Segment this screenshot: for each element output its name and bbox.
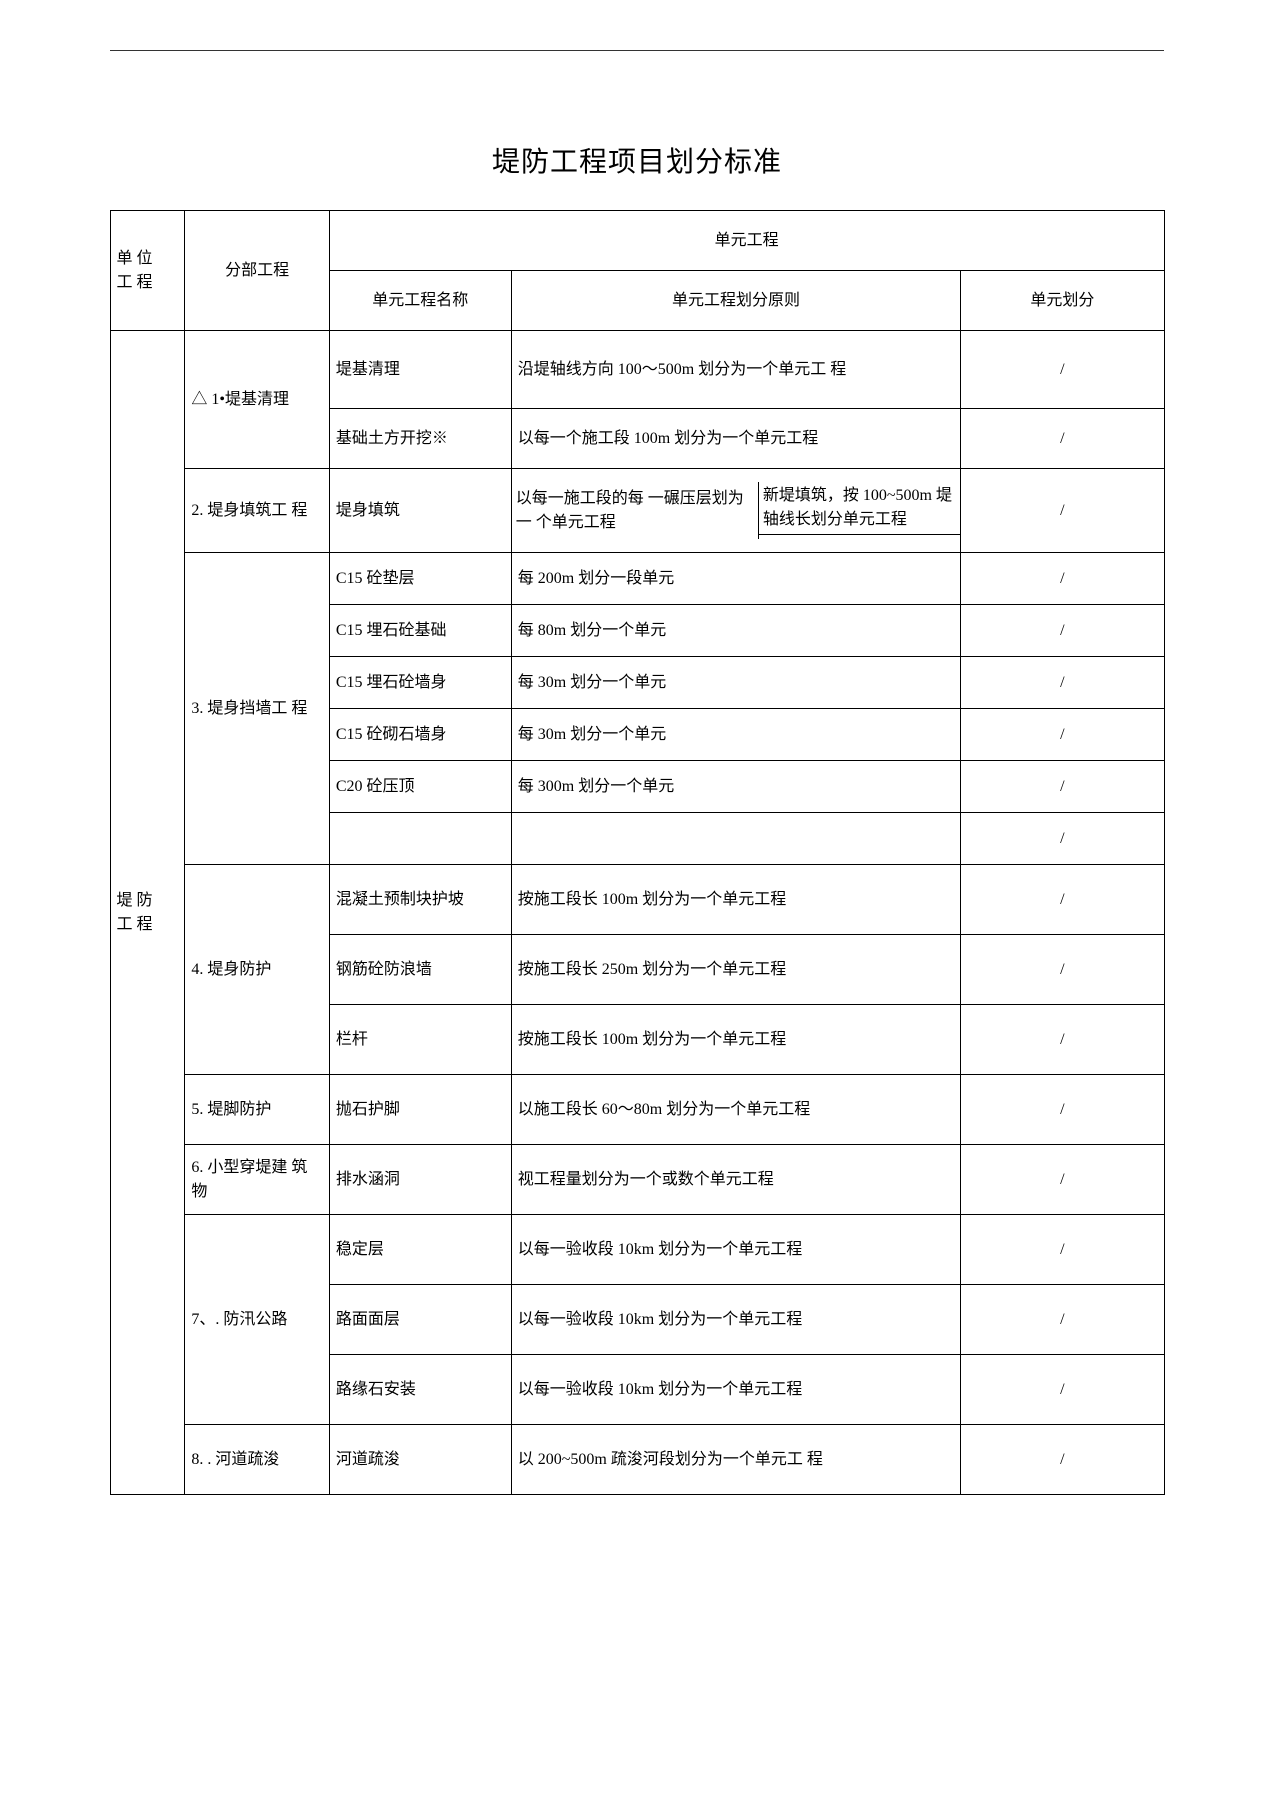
unit-name-cell: 钢筋砼防浪墙: [329, 935, 511, 1005]
unit-rule-cell: 每 80m 划分一个单元: [511, 605, 960, 657]
unit-div-cell: /: [961, 1215, 1164, 1285]
unit-rule-cell: 以每一验收段 10km 划分为一个单元工程: [511, 1355, 960, 1425]
unit-rule-cell: 按施工段长 100m 划分为一个单元工程: [511, 865, 960, 935]
unit-project-cell: 堤 防工 程: [110, 331, 185, 1495]
unit-div-cell: /: [961, 813, 1164, 865]
col-header-unit-eng-name: 单元工程名称: [329, 271, 511, 331]
unit-rule-cell: 以 200~500m 疏浚河段划分为一个单元工 程: [511, 1425, 960, 1495]
table-row: 2. 堤身填筑工 程 堤身填筑 以每一施工段的每 一碾压层划为一 个单元工程 新…: [110, 469, 1164, 553]
table-row: 6. 小型穿堤建 筑物 排水涵洞 视工程量划分为一个或数个单元工程 /: [110, 1145, 1164, 1215]
col-header-unit-project-text: 单 位工 程: [117, 250, 153, 291]
unit-name-cell: 河道疏浚: [329, 1425, 511, 1495]
col-header-sub-project: 分部工程: [185, 211, 329, 331]
unit-name-cell: 路面面层: [329, 1285, 511, 1355]
page-title: 堤防工程项目划分标准: [0, 140, 1274, 180]
unit-name-cell: 抛石护脚: [329, 1075, 511, 1145]
unit-div-cell: /: [961, 469, 1164, 553]
col-header-unit-eng-group: 单元工程: [329, 211, 1164, 271]
table-header-row-1: 单 位工 程 分部工程 单元工程: [110, 211, 1164, 271]
unit-rule-cell: 按施工段长 250m 划分为一个单元工程: [511, 935, 960, 1005]
unit-name-cell: 路缘石安装: [329, 1355, 511, 1425]
col-header-unit-division: 单元划分: [961, 271, 1164, 331]
unit-div-cell: /: [961, 709, 1164, 761]
sub-project-cell: 4. 堤身防护: [185, 865, 329, 1075]
unit-rule-cell: 以每一个施工段 100m 划分为一个单元工程: [511, 409, 960, 469]
unit-rule-cell: 以每一验收段 10km 划分为一个单元工程: [511, 1215, 960, 1285]
table-row: 4. 堤身防护 混凝土预制块护坡 按施工段长 100m 划分为一个单元工程 /: [110, 865, 1164, 935]
sub-project-cell: △ 1•堤基清理: [185, 331, 329, 469]
unit-rule-cell: 每 200m 划分一段单元: [511, 553, 960, 605]
unit-name-cell: C15 埋石砼基础: [329, 605, 511, 657]
unit-name-cell: C20 砼压顶: [329, 761, 511, 813]
unit-rule-cell: 按施工段长 100m 划分为一个单元工程: [511, 1005, 960, 1075]
unit-rule-cell: 每 30m 划分一个单元: [511, 657, 960, 709]
unit-name-cell: 堤基清理: [329, 331, 511, 409]
unit-div-cell: /: [961, 1005, 1164, 1075]
unit-div-cell: /: [961, 1145, 1164, 1215]
unit-name-cell: C15 砼砌石墙身: [329, 709, 511, 761]
unit-div-cell: /: [961, 657, 1164, 709]
table-row: 7、. 防汛公路 稳定层 以每一验收段 10km 划分为一个单元工程 /: [110, 1215, 1164, 1285]
unit-rule-cell: 每 300m 划分一个单元: [511, 761, 960, 813]
unit-div-cell: /: [961, 409, 1164, 469]
sub-project-cell: 8. . 河道疏浚: [185, 1425, 329, 1495]
unit-name-cell: C15 埋石砼墙身: [329, 657, 511, 709]
unit-name-cell: [329, 813, 511, 865]
col-header-unit-project: 单 位工 程: [110, 211, 185, 331]
unit-div-cell: /: [961, 605, 1164, 657]
unit-project-text: 堤 防工 程: [117, 892, 153, 933]
sub-project-cell: 6. 小型穿堤建 筑物: [185, 1145, 329, 1215]
col-header-unit-eng-rule: 单元工程划分原则: [511, 271, 960, 331]
unit-name-cell: 基础土方开挖※: [329, 409, 511, 469]
unit-div-cell: /: [961, 935, 1164, 1005]
unit-name-cell: 栏杆: [329, 1005, 511, 1075]
table-row: 5. 堤脚防护 抛石护脚 以施工段长 60〜80m 划分为一个单元工程 /: [110, 1075, 1164, 1145]
split-left-cell: 以每一施工段的每 一碾压层划为一 个单元工程: [512, 482, 759, 539]
document-page: 堤防工程项目划分标准 单 位工 程 分部工程 单元工程 单元工程名称 单元工程划…: [0, 0, 1274, 1804]
standards-table: 单 位工 程 分部工程 单元工程 单元工程名称 单元工程划分原则 单元划分 堤 …: [110, 210, 1165, 1495]
sub-project-cell: 5. 堤脚防护: [185, 1075, 329, 1145]
split-right-top-cell: 新堤填筑，按 100~500m 堤轴线长划分单元工程: [758, 482, 960, 535]
unit-div-cell: /: [961, 1355, 1164, 1425]
unit-div-cell: /: [961, 761, 1164, 813]
unit-name-cell: 堤身填筑: [329, 469, 511, 553]
unit-name-cell: 排水涵洞: [329, 1145, 511, 1215]
sub-project-cell: 3. 堤身挡墙工 程: [185, 553, 329, 865]
unit-rule-cell: 以施工段长 60〜80m 划分为一个单元工程: [511, 1075, 960, 1145]
table-row: 3. 堤身挡墙工 程 C15 砼垫层 每 200m 划分一段单元 /: [110, 553, 1164, 605]
unit-div-cell: /: [961, 331, 1164, 409]
unit-rule-cell: 每 30m 划分一个单元: [511, 709, 960, 761]
split-inner-table: 以每一施工段的每 一碾压层划为一 个单元工程 新堤填筑，按 100~500m 堤…: [512, 482, 960, 539]
table-row: 堤 防工 程 △ 1•堤基清理 堤基清理 沿堤轴线方向 100〜500m 划分为…: [110, 331, 1164, 409]
unit-rule-cell: 沿堤轴线方向 100〜500m 划分为一个单元工 程: [511, 331, 960, 409]
sub-project-cell: 2. 堤身填筑工 程: [185, 469, 329, 553]
unit-rule-cell: [511, 813, 960, 865]
header-rule: [110, 50, 1164, 51]
table-row: 8. . 河道疏浚 河道疏浚 以 200~500m 疏浚河段划分为一个单元工 程…: [110, 1425, 1164, 1495]
sub-project-cell: 7、. 防汛公路: [185, 1215, 329, 1425]
unit-name-cell: 混凝土预制块护坡: [329, 865, 511, 935]
unit-div-cell: /: [961, 1075, 1164, 1145]
unit-rule-cell-split: 以每一施工段的每 一碾压层划为一 个单元工程 新堤填筑，按 100~500m 堤…: [511, 469, 960, 553]
unit-rule-cell: 以每一验收段 10km 划分为一个单元工程: [511, 1285, 960, 1355]
unit-div-cell: /: [961, 553, 1164, 605]
split-right-bottom-cell: [758, 535, 960, 540]
unit-name-cell: C15 砼垫层: [329, 553, 511, 605]
unit-div-cell: /: [961, 1285, 1164, 1355]
unit-div-cell: /: [961, 865, 1164, 935]
unit-rule-cell: 视工程量划分为一个或数个单元工程: [511, 1145, 960, 1215]
unit-name-cell: 稳定层: [329, 1215, 511, 1285]
unit-div-cell: /: [961, 1425, 1164, 1495]
